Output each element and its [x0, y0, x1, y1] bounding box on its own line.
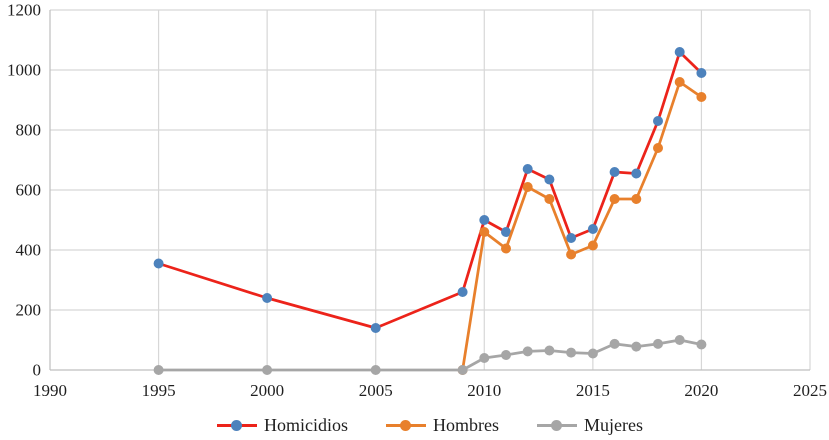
x-tick-label: 2025: [793, 381, 827, 400]
data-point-homicidios: [674, 47, 685, 57]
x-tick-label: 1990: [33, 381, 67, 400]
series-line-mujeres: [157, 338, 703, 372]
legend-swatch-hombres: [386, 419, 426, 431]
data-point-mujeres: [631, 341, 642, 352]
data-point-hombres: [544, 194, 555, 204]
data-point-homicidios: [262, 293, 273, 303]
legend-marker-icon: [400, 419, 411, 431]
data-point-mujeres: [457, 365, 468, 375]
y-tick-label: 800: [16, 121, 42, 140]
legend-item-homicidios: Homicidios: [217, 416, 348, 434]
data-point-mujeres: [262, 365, 273, 375]
y-tick-label: 200: [16, 301, 42, 320]
x-tick-label: 2015: [576, 381, 610, 400]
x-tick-label: 2000: [250, 381, 284, 400]
data-point-homicidios: [631, 168, 642, 179]
data-point-hombres: [609, 194, 620, 204]
data-point-homicidios: [696, 68, 707, 78]
data-point-hombres: [587, 240, 598, 251]
x-tick-label: 2020: [684, 381, 718, 400]
data-point-mujeres: [370, 365, 381, 375]
data-point-hombres: [631, 194, 642, 204]
data-point-hombres: [522, 182, 533, 192]
data-point-mujeres: [566, 347, 577, 358]
data-point-homicidios: [370, 323, 381, 333]
data-point-mujeres: [501, 350, 511, 360]
y-tick-label: 600: [16, 181, 42, 200]
x-tick-label: 2005: [359, 381, 393, 400]
data-point-homicidios: [479, 215, 490, 225]
data-point-mujeres: [522, 346, 533, 357]
data-point-hombres: [696, 92, 707, 102]
y-tick-label: 0: [33, 361, 42, 380]
legend-label-hombres: Hombres: [433, 415, 499, 435]
legend-item-hombres: Hombres: [386, 416, 499, 434]
data-point-homicidios: [457, 287, 468, 297]
data-point-homicidios: [566, 233, 577, 243]
legend-item-mujeres: Mujeres: [537, 416, 643, 434]
x-tick-label: 2010: [467, 381, 501, 400]
data-point-mujeres: [674, 335, 685, 345]
y-tick-label: 400: [16, 241, 42, 260]
data-point-mujeres: [544, 345, 555, 356]
data-point-mujeres: [653, 338, 663, 349]
series-line-hombres: [461, 80, 703, 372]
data-point-hombres: [674, 77, 685, 87]
legend-label-mujeres: Mujeres: [584, 415, 643, 435]
data-point-homicidios: [522, 164, 533, 174]
data-point-homicidios: [609, 167, 620, 177]
legend-label-homicidios: Homicidios: [264, 415, 348, 435]
data-point-homicidios: [153, 258, 164, 269]
legend-swatch-homicidios: [217, 419, 257, 431]
chart-legend: Homicidios Hombres Mujeres: [50, 412, 810, 438]
data-point-mujeres: [153, 365, 164, 375]
data-point-homicidios: [653, 116, 663, 126]
legend-marker-icon: [551, 419, 562, 431]
data-point-hombres: [479, 227, 490, 237]
data-point-mujeres: [587, 348, 598, 359]
data-point-homicidios: [501, 227, 511, 237]
data-point-hombres: [501, 243, 511, 254]
data-point-mujeres: [479, 353, 490, 363]
data-point-hombres: [566, 249, 577, 260]
legend-marker-icon: [231, 419, 242, 431]
data-point-homicidios: [544, 174, 555, 185]
legend-swatch-mujeres: [537, 419, 577, 431]
data-point-mujeres: [609, 338, 620, 349]
y-tick-label: 1200: [7, 1, 41, 20]
x-tick-label: 1995: [142, 381, 176, 400]
data-point-mujeres: [696, 339, 707, 350]
data-point-hombres: [653, 143, 663, 153]
y-tick-label: 1000: [7, 61, 41, 80]
data-point-homicidios: [587, 224, 598, 234]
